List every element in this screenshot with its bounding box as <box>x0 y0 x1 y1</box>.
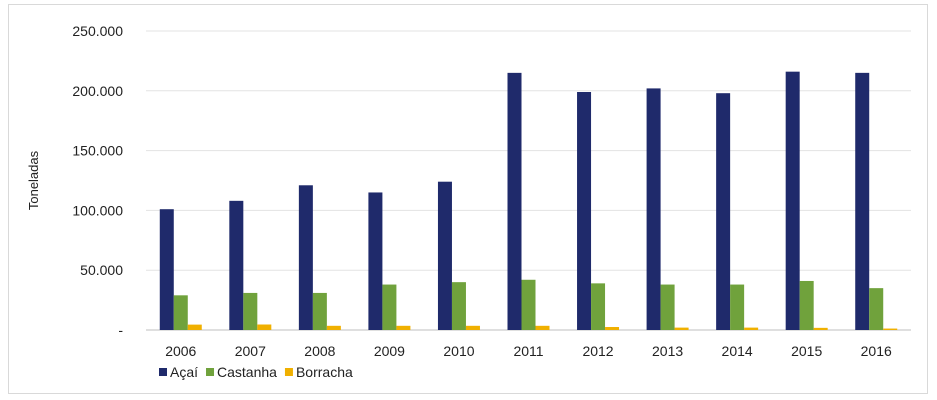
bar-castanha-2013 <box>660 284 675 330</box>
x-tick-label: 2011 <box>513 343 543 359</box>
bar-aa-2007 <box>229 200 244 330</box>
bar-borracha-2008 <box>326 325 341 330</box>
x-tick-label: 2009 <box>374 343 405 359</box>
y-tick-label: 200.000 <box>72 83 123 99</box>
bar-castanha-2016 <box>869 288 884 330</box>
x-axis-tick-labels: 2006 2007 2008 2009 2010 2011 2012 2013 2014 2015… <box>165 343 892 359</box>
x-tick-label: 2012 <box>582 343 613 359</box>
bar-castanha-2007 <box>243 292 258 330</box>
bar-borracha-2014 <box>744 327 759 330</box>
legend-swatch <box>206 368 215 376</box>
bar-castanha-2015 <box>799 280 814 330</box>
legend-label: Açaí <box>170 364 198 380</box>
bar-borracha-2010 <box>465 325 480 330</box>
y-axis-label: Toneladas <box>26 150 41 210</box>
bar-aa-2010 <box>437 181 452 330</box>
bar-castanha-2010 <box>451 282 466 330</box>
bar-borracha-2013 <box>674 327 689 330</box>
bar-aa-2006 <box>159 209 174 330</box>
y-axis-tick-labels: - 50.000 100.000 150.000 200.000 250.000 <box>72 23 123 338</box>
bars <box>159 71 898 331</box>
bar-aa-2015 <box>785 71 800 330</box>
bar-aa-2009 <box>368 192 383 330</box>
bar-borracha-2009 <box>396 325 411 330</box>
bar-aa-2013 <box>646 88 661 331</box>
y-tick-label: 250.000 <box>72 23 123 39</box>
legend-swatch <box>159 368 167 376</box>
legend-label: Borracha <box>296 364 353 380</box>
bar-aa-2014 <box>716 93 731 330</box>
bar-aa-2012 <box>577 91 592 330</box>
bar-aa-2016 <box>855 72 870 331</box>
x-tick-label: 2008 <box>304 343 335 359</box>
legend-swatch <box>284 368 293 376</box>
bar-borracha-2016 <box>883 328 898 330</box>
bar-castanha-2011 <box>521 279 536 330</box>
x-tick-label: 2007 <box>235 343 266 359</box>
chart-frame: - 50.000 100.000 150.000 200.000 250.000 Tone… <box>8 4 928 394</box>
gridlines <box>146 30 911 331</box>
legend: Açaí Castanha Borracha <box>159 364 353 380</box>
y-tick-label: 100.000 <box>72 202 123 218</box>
y-tick-label: 150.000 <box>72 143 123 159</box>
bar-chart: - 50.000 100.000 150.000 200.000 250.000 Tone… <box>26 23 911 380</box>
x-tick-label: 2013 <box>652 343 683 359</box>
x-tick-label: 2006 <box>165 343 196 359</box>
bar-borracha-2011 <box>535 325 550 330</box>
bar-borracha-2012 <box>605 327 620 330</box>
y-tick-label: - <box>118 322 123 338</box>
legend-label: Castanha <box>217 364 277 380</box>
y-tick-label: 50.000 <box>80 262 123 278</box>
bar-borracha-2006 <box>187 324 202 330</box>
x-tick-label: 2014 <box>722 343 753 359</box>
bar-castanha-2008 <box>312 292 327 330</box>
bar-castanha-2014 <box>730 284 745 330</box>
bar-castanha-2012 <box>591 283 606 330</box>
bar-castanha-2006 <box>173 295 188 330</box>
x-tick-label: 2010 <box>443 343 474 359</box>
bar-aa-2008 <box>298 185 313 330</box>
x-tick-label: 2016 <box>861 343 892 359</box>
bar-borracha-2007 <box>257 324 272 330</box>
bar-borracha-2015 <box>813 327 828 330</box>
bar-aa-2011 <box>507 72 522 331</box>
x-tick-label: 2015 <box>791 343 822 359</box>
bar-castanha-2009 <box>382 284 397 330</box>
